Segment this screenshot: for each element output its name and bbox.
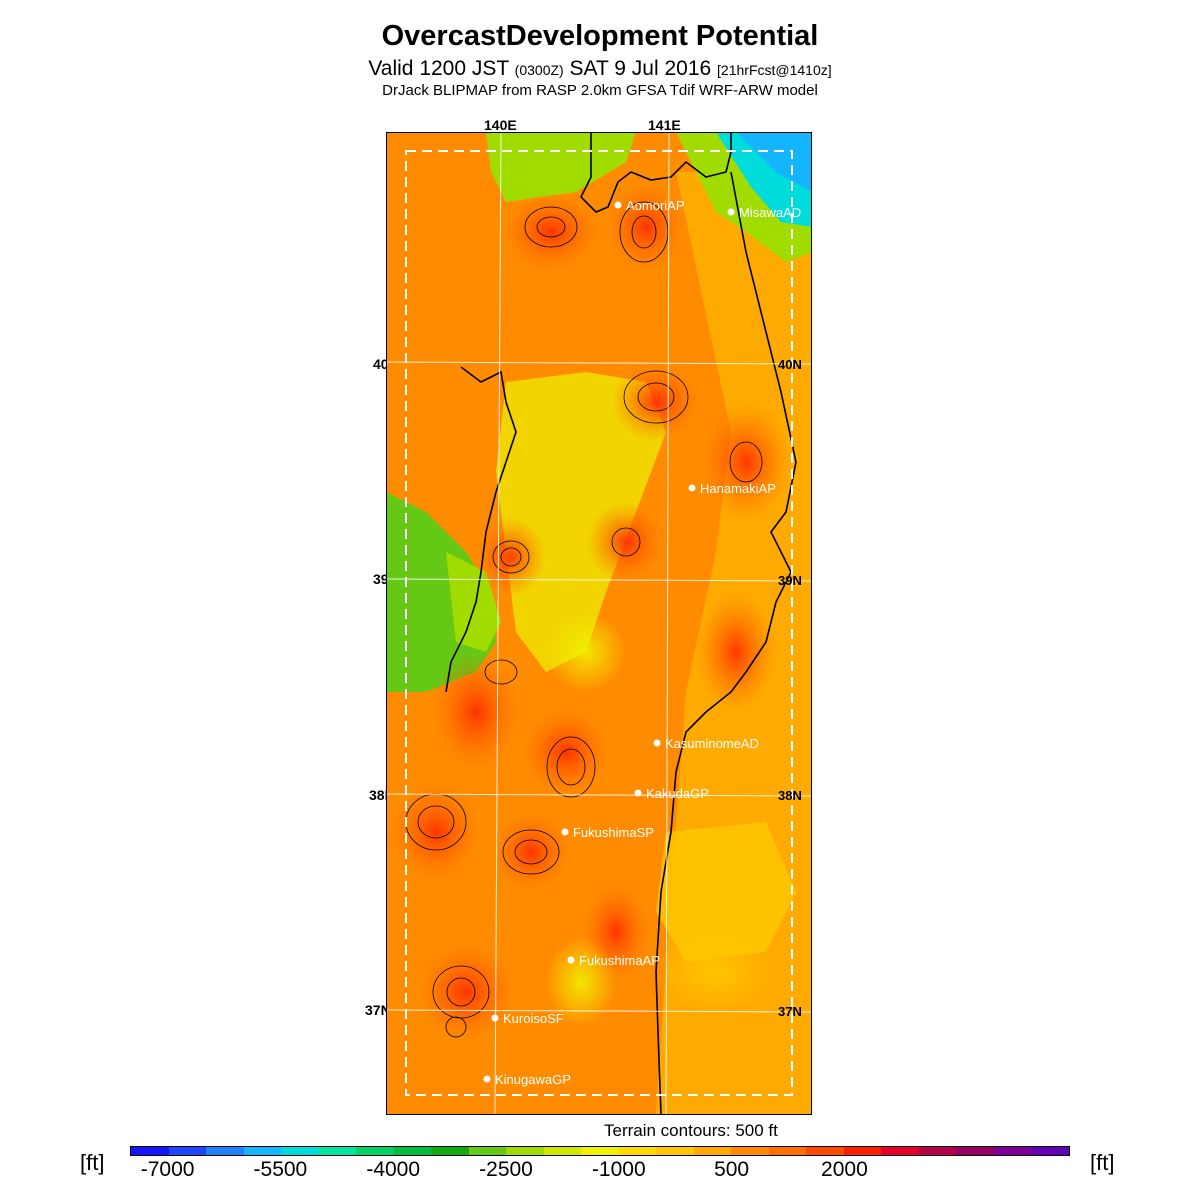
hot-spot-11 xyxy=(416,942,516,1042)
forecast-map: AomoriAP MisawaAD HanamakiAP KasuminomeA… xyxy=(386,132,812,1115)
site-label-hanamaki: HanamakiAP xyxy=(700,481,776,496)
yellow-spot-1 xyxy=(546,612,626,692)
lat-label-left-37n: 37N xyxy=(365,1002,391,1018)
hot-spot-6 xyxy=(586,502,666,582)
colorbar-swatch xyxy=(731,1147,769,1155)
map-title: OvercastDevelopment Potential xyxy=(381,20,819,52)
site-dot-fukushima-sp xyxy=(561,828,569,836)
lon-label-top-141e: 141E xyxy=(648,117,681,133)
colorbar-swatch xyxy=(393,1147,432,1155)
nw-green-area xyxy=(486,132,636,202)
colorbar-swatch xyxy=(131,1147,169,1155)
site-dot-fukushima-ap xyxy=(567,956,575,964)
site-label-fukushima-ap: FukushimaAP xyxy=(579,953,660,968)
colorbar-swatch xyxy=(468,1147,507,1155)
colorbar-unit-left: [ft] xyxy=(80,1150,105,1175)
colorbar-tick-label: -5500 xyxy=(253,1158,308,1181)
colorbar-tick-label: -7000 xyxy=(140,1158,195,1181)
map-subtitle: Valid 1200 JST (0300Z) SAT 9 Jul 2016 [2… xyxy=(0,57,1200,81)
colorbar-swatch xyxy=(656,1147,694,1155)
se-yellow-area xyxy=(656,822,796,962)
colorbar-swatch xyxy=(956,1147,994,1155)
valid-date: SAT 9 Jul 2016 xyxy=(569,57,712,80)
hot-spot-5 xyxy=(476,517,546,597)
zulu-time: (0300Z) xyxy=(514,62,564,78)
lat-label-right-37n: 37N xyxy=(778,1004,802,1019)
site-label-kinugawa: KinugawaGP xyxy=(495,1072,571,1087)
forecast-info: [21hrFcst@1410z] xyxy=(717,62,832,78)
colorbar-tick-label: 2000 xyxy=(821,1158,868,1181)
lat-label-right-38n: 38N xyxy=(778,788,802,803)
colorbar-tick-labels: -7000 -5500 -4000 -2500 -1000 500 2000 xyxy=(130,1158,1070,1188)
site-dot-kakuda xyxy=(634,789,642,797)
colorbar-tick-label: 500 xyxy=(714,1158,750,1181)
colorbar-swatch xyxy=(918,1147,957,1155)
colorbar-swatch xyxy=(243,1147,282,1155)
site-dot-misawa xyxy=(727,208,735,216)
colorbar-swatch xyxy=(993,1147,1032,1155)
terrain-contour-note: Terrain contours: 500 ft xyxy=(604,1121,778,1140)
colorbar-swatch xyxy=(618,1147,657,1155)
site-label-fukushima-sp: FukushimaSP xyxy=(573,825,654,840)
site-label-misawa: MisawaAD xyxy=(739,205,801,220)
inner-domain-box xyxy=(405,150,793,1096)
site-label-aomori: AomoriAP xyxy=(626,198,685,213)
colorbar-swatch xyxy=(168,1147,207,1155)
map-frame xyxy=(386,132,812,1115)
warm-spot-1 xyxy=(656,932,776,1012)
hot-spot-7 xyxy=(431,652,521,772)
hot-spot-8 xyxy=(521,707,611,797)
lat-label-right-39n: 39N xyxy=(778,573,802,588)
hot-spot-10 xyxy=(491,812,571,892)
colorbar-swatch xyxy=(693,1147,732,1155)
site-dot-kinugawa xyxy=(483,1075,491,1083)
site-dot-kuroiso xyxy=(491,1014,499,1022)
hot-spot-13 xyxy=(696,592,776,712)
hot-spot-1 xyxy=(501,192,601,272)
colorbar-swatch xyxy=(581,1147,619,1155)
colorbar-unit-right: [ft] xyxy=(1090,1150,1115,1175)
colorbar-swatch xyxy=(768,1147,807,1155)
central-yellow-area xyxy=(496,372,666,672)
lat-label-right-40n: 40N xyxy=(778,357,802,372)
colorbar-tick-label: -1000 xyxy=(591,1158,646,1181)
yellow-spot-2 xyxy=(546,937,616,1027)
colorbar xyxy=(130,1146,1070,1156)
site-label-kakuda: KakudaGP xyxy=(646,786,709,801)
colorbar-swatch xyxy=(431,1147,469,1155)
hot-spot-9 xyxy=(391,782,481,882)
colorbar-swatch xyxy=(843,1147,882,1155)
lon-label-top-140e: 140E xyxy=(484,117,517,133)
colorbar-tick-label: -2500 xyxy=(479,1158,533,1181)
hot-spot-2 xyxy=(606,182,686,272)
site-dot-aomori xyxy=(614,201,622,209)
colorbar-swatch xyxy=(206,1147,244,1155)
colorbar-swatch xyxy=(318,1147,357,1155)
coastline-east xyxy=(655,171,797,1115)
colorbar-swatch xyxy=(881,1147,919,1155)
hot-spot-3 xyxy=(611,362,701,442)
model-source: DrJack BLIPMAP from RASP 2.0km GFSA Tdif… xyxy=(382,82,818,99)
site-dot-hanamaki xyxy=(688,484,696,492)
valid-time: Valid 1200 JST xyxy=(368,57,509,80)
colorbar-swatch xyxy=(806,1147,844,1155)
site-label-kuroiso: KuroisoSF xyxy=(503,1011,564,1026)
map-gridlines xyxy=(386,132,812,1115)
colorbar-swatch xyxy=(1031,1147,1069,1155)
hot-spot-4 xyxy=(701,402,791,522)
site-label-kasuminome: KasuminomeAD xyxy=(665,736,759,751)
coastline-west xyxy=(445,366,517,693)
site-markers: AomoriAP MisawaAD HanamakiAP KasuminomeA… xyxy=(483,198,801,1087)
colorbar-swatch xyxy=(281,1147,319,1155)
site-dot-kasuminome xyxy=(653,739,661,747)
colorbar-swatch xyxy=(506,1147,544,1155)
ne-blue-area xyxy=(736,132,812,192)
colorbar-tick-label: -4000 xyxy=(366,1158,421,1181)
colorbar-swatch xyxy=(356,1147,394,1155)
coastline-north xyxy=(580,132,732,213)
colorbar-swatch xyxy=(543,1147,582,1155)
